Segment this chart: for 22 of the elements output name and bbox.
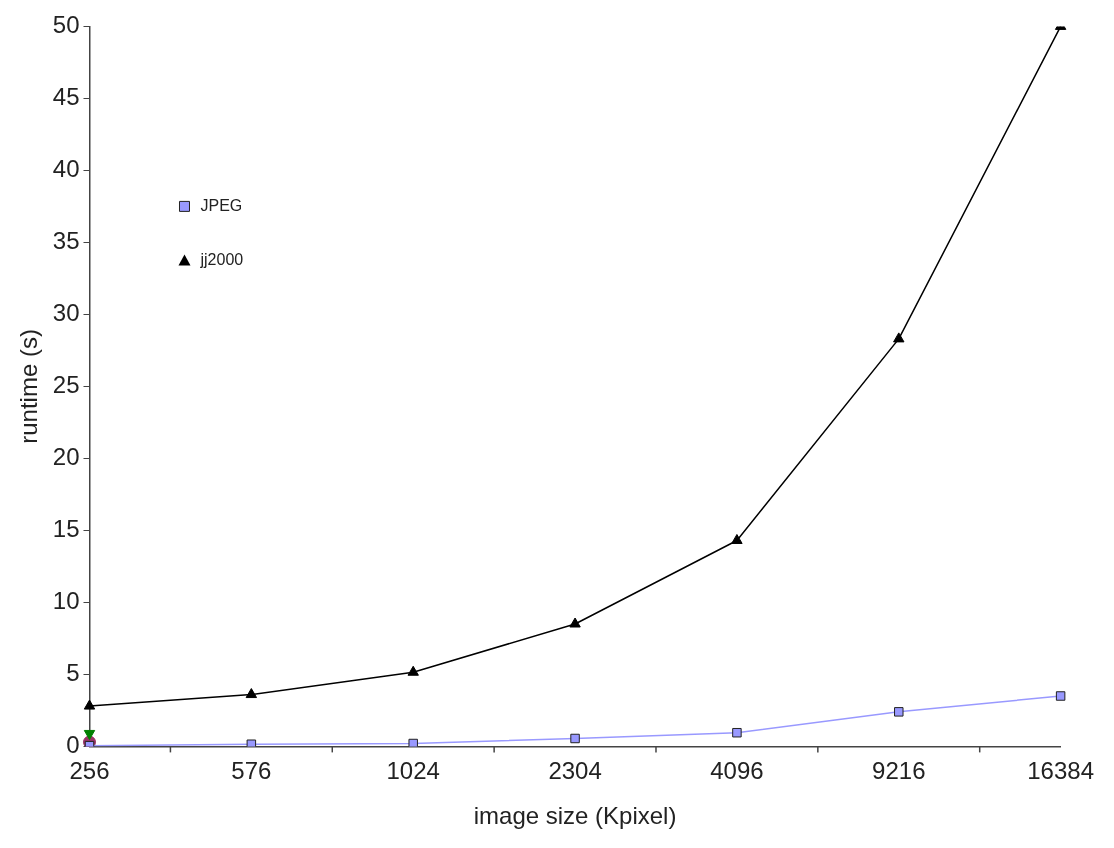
legend-label: jj2000 [199,250,244,268]
x-tick-label: 2304 [548,757,602,785]
x-tick-label: 256 [69,757,110,785]
y-tick-label: 50 [52,11,80,39]
y-tick-label: 15 [52,515,80,543]
y-tick-label: 45 [52,83,80,111]
y-tick-label: 0 [66,731,80,759]
y-tick-label: 30 [52,299,80,327]
x-tick-label: 9216 [872,757,926,785]
x-tick-label: 1024 [386,757,440,785]
y-tick-label: 10 [52,587,80,615]
y-tick-label: 25 [52,371,80,399]
y-tick-label: 5 [66,659,80,687]
x-tick-label: 16384 [1027,757,1095,785]
legend-label: JPEG [200,196,243,214]
y-tick-label: 40 [52,155,80,183]
x-axis-title: image size (Kpixel) [473,802,677,830]
y-tick-label: 35 [52,227,80,255]
y-tick-label: 20 [52,443,80,471]
y-axis-title: runtime (s) [15,329,43,444]
x-tick-label: 576 [231,757,272,785]
x-tick-label: 4096 [710,757,764,785]
